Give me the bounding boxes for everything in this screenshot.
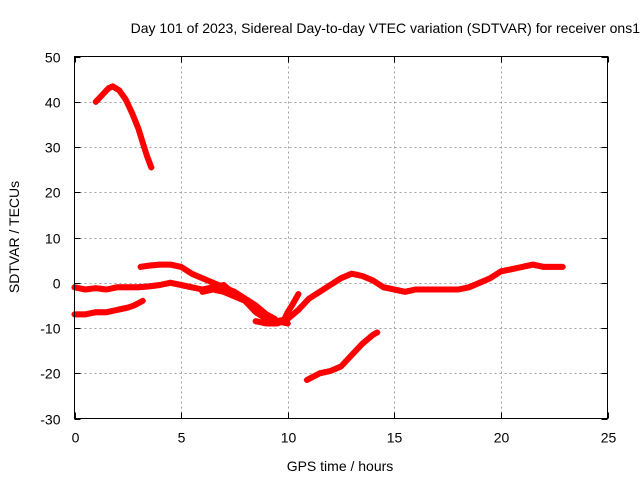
series-arc-6 [252,291,302,327]
data-point-marker [135,125,142,132]
data-point-marker [139,297,146,304]
y-tick-label: -30 [40,412,60,428]
data-point-marker [295,291,302,298]
chart-title: Day 101 of 2023, Sidereal Day-to-day VTE… [131,20,640,36]
axis-ticks: 0 5 10 15 20 25 -30 -20 -10 0 10 20 30 40 50 [40,50,616,446]
data-point-marker [274,320,280,327]
data-point-marker [145,155,152,162]
x-tick-label: 25 [601,430,617,446]
y-tick-label: 40 [45,95,61,111]
data-point-marker [141,144,148,151]
data-point-marker [223,289,230,296]
data-point-marker [143,150,150,157]
x-tick-label: 5 [178,430,186,446]
series-arc-2 [71,297,146,318]
data-point-marker [559,263,566,270]
data-point-marker [239,296,246,303]
data-point-marker [146,158,153,165]
y-tick-label: 50 [45,50,61,66]
y-tick-label: -20 [40,366,60,382]
data-point-marker [147,161,154,168]
series-arc-7 [303,329,381,383]
data-point-marker [284,320,291,327]
data-point-marker [199,275,206,282]
data-point-marker [215,282,222,288]
data-point-marker [128,303,134,310]
y-tick-label: 10 [45,231,61,247]
data-point-marker [144,153,150,160]
data-point-marker [207,278,214,285]
y-axis-label: SDTVAR / TECUs [6,181,22,293]
y-tick-label: 30 [45,140,61,156]
data-point-marker [148,164,155,171]
x-tick-label: 15 [387,430,403,446]
data-point-marker [374,329,381,336]
x-axis-label: GPS time / hours [287,458,394,474]
data-series [71,83,566,383]
data-point-marker [138,134,144,140]
x-tick-label: 20 [494,430,510,446]
plot-frame [74,56,608,419]
data-point-marker [231,293,238,300]
data-point-marker [133,120,140,127]
x-tick-label: 0 [72,430,80,446]
data-point-marker [124,304,131,311]
y-tick-label: 20 [45,185,61,201]
data-point-marker [277,319,284,326]
grid [74,56,608,419]
data-point-marker [191,271,198,278]
series-arc-5 [199,286,278,322]
y-tick-label: -10 [40,321,60,337]
x-tick-label: 10 [281,430,297,446]
series-arc-1 [92,83,155,171]
series-arc-3 [71,261,566,325]
y-tick-label: 0 [53,276,61,292]
